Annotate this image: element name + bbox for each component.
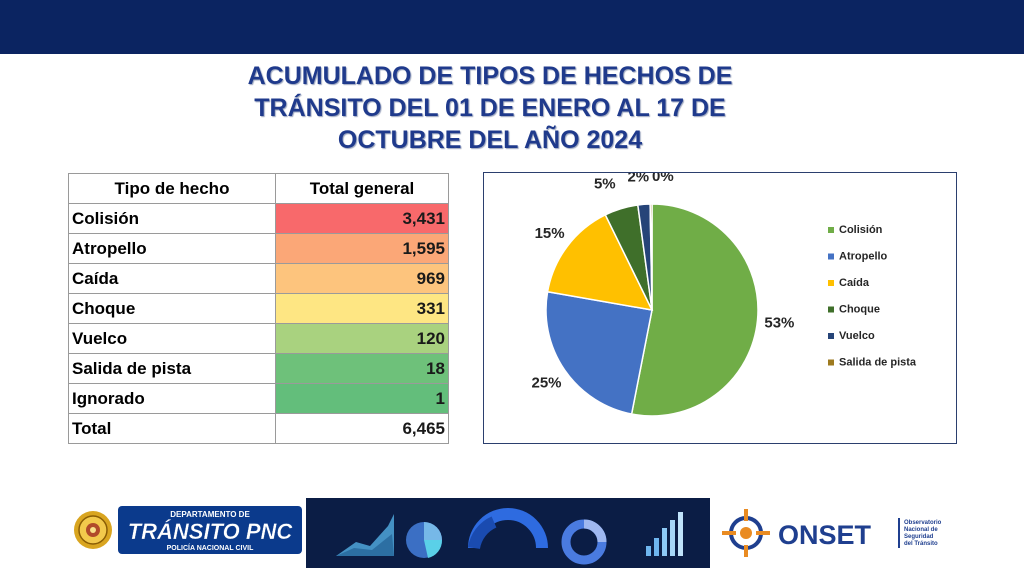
crosshair-icon xyxy=(722,509,770,557)
pie-slice-6 xyxy=(649,203,653,311)
row-value: 18 xyxy=(275,353,449,384)
row-value: 1 xyxy=(275,383,449,414)
legend-swatch xyxy=(828,333,834,339)
row-label: Caída xyxy=(68,263,276,294)
data-label: 25% xyxy=(531,375,561,392)
legend-label: Vuelco xyxy=(839,330,875,342)
logo-line-1: DEPARTAMENTO DE xyxy=(170,510,250,519)
legend-label: Atropello xyxy=(839,251,888,263)
decorative-charts-banner xyxy=(306,498,710,568)
pie-slice-2 xyxy=(545,290,653,415)
legend-swatch xyxy=(828,227,834,233)
legend-swatch xyxy=(828,359,834,366)
pie-chart-icon xyxy=(406,522,443,558)
title-line-2: TRÁNSITO DEL 01 DE ENERO AL 17 DE xyxy=(254,94,726,122)
row-value: 120 xyxy=(275,323,449,354)
data-label: 0% xyxy=(652,173,674,185)
onset-sub-4: del Tránsito xyxy=(904,541,938,547)
row-label: Atropello xyxy=(68,233,276,264)
header-tipo: Tipo de hecho xyxy=(68,173,276,204)
gauge-icon xyxy=(468,508,548,550)
area-chart-icon xyxy=(336,514,394,556)
pie-chart: 53% 25% 15% 5% 2% 0% Colisión Atropello Caída Cho… xyxy=(531,173,917,417)
row-label: Vuelco xyxy=(68,323,276,354)
badge-icon xyxy=(74,511,112,549)
table-row: Choque 331 xyxy=(68,293,449,324)
data-label: 5% xyxy=(594,176,616,193)
legend-swatch xyxy=(828,306,834,313)
total-label: Total xyxy=(68,413,276,444)
table-row: Vuelco 120 xyxy=(68,323,449,354)
pie-slice-3 xyxy=(546,213,654,311)
legend-label: Choque xyxy=(839,304,880,316)
data-label: 53% xyxy=(764,314,794,331)
row-label: Choque xyxy=(68,293,276,324)
total-value: 6,465 xyxy=(275,413,449,444)
logo-line-3: POLICÍA NACIONAL CIVIL xyxy=(167,543,254,552)
pie-slice-1 xyxy=(630,203,759,417)
top-banner xyxy=(0,0,1024,54)
row-label: Ignorado xyxy=(68,383,276,414)
legend-label: Colisión xyxy=(839,224,883,236)
table-header-row: Tipo de hecho Total general xyxy=(68,173,449,204)
bar-chart-icon xyxy=(646,512,683,556)
row-value: 1,595 xyxy=(275,233,449,264)
row-value: 331 xyxy=(275,293,449,324)
table-row: Colisión 3,431 xyxy=(68,203,449,234)
table-row: Caída 969 xyxy=(68,263,449,294)
table-row: Salida de pista 18 xyxy=(68,353,449,384)
onset-logo: ONSET Observatorio Nacional de Seguridad… xyxy=(722,509,942,557)
donut-chart-icon xyxy=(561,519,607,565)
legend-label: Caída xyxy=(839,277,870,289)
transito-pnc-logo: DEPARTAMENTO DE TRÁNSITO PNC POLICÍA NAC… xyxy=(74,506,302,554)
title-line-1: ACUMULADO DE TIPOS DE HECHOS DE xyxy=(247,62,733,90)
row-value: 969 xyxy=(275,263,449,294)
pie-chart-panel: 53% 25% 15% 5% 2% 0% Colisión Atropello Caída Cho… xyxy=(483,172,957,444)
onset-sub-2: Nacional de xyxy=(904,527,938,533)
header-total: Total general xyxy=(275,173,449,204)
onset-sub-1: Observatorio xyxy=(904,520,942,526)
logo-line-2: TRÁNSITO PNC xyxy=(128,519,294,544)
data-label: 15% xyxy=(535,225,565,242)
legend-swatch xyxy=(828,280,834,286)
legend-swatch xyxy=(828,253,834,260)
data-label: 2% xyxy=(627,173,649,185)
page-title: ACUMULADO DE TIPOS DE HECHOS DE TRÁNSITO… xyxy=(190,60,790,156)
row-value: 3,431 xyxy=(275,203,449,234)
title-line-3: OCTUBRE DEL AÑO 2024 xyxy=(337,126,643,154)
table-row: Atropello 1,595 xyxy=(68,233,449,264)
legend-label: Salida de pista xyxy=(839,357,917,369)
table-row: Ignorado 1 xyxy=(68,383,449,414)
row-label: Salida de pista xyxy=(68,353,276,384)
row-label: Colisión xyxy=(68,203,276,234)
onset-wordmark: ONSET xyxy=(778,520,872,550)
data-table: Tipo de hecho Total general Colisión 3,4… xyxy=(68,173,449,444)
table-total-row: Total 6,465 xyxy=(68,413,449,444)
onset-sub-3: Seguridad xyxy=(904,534,934,540)
